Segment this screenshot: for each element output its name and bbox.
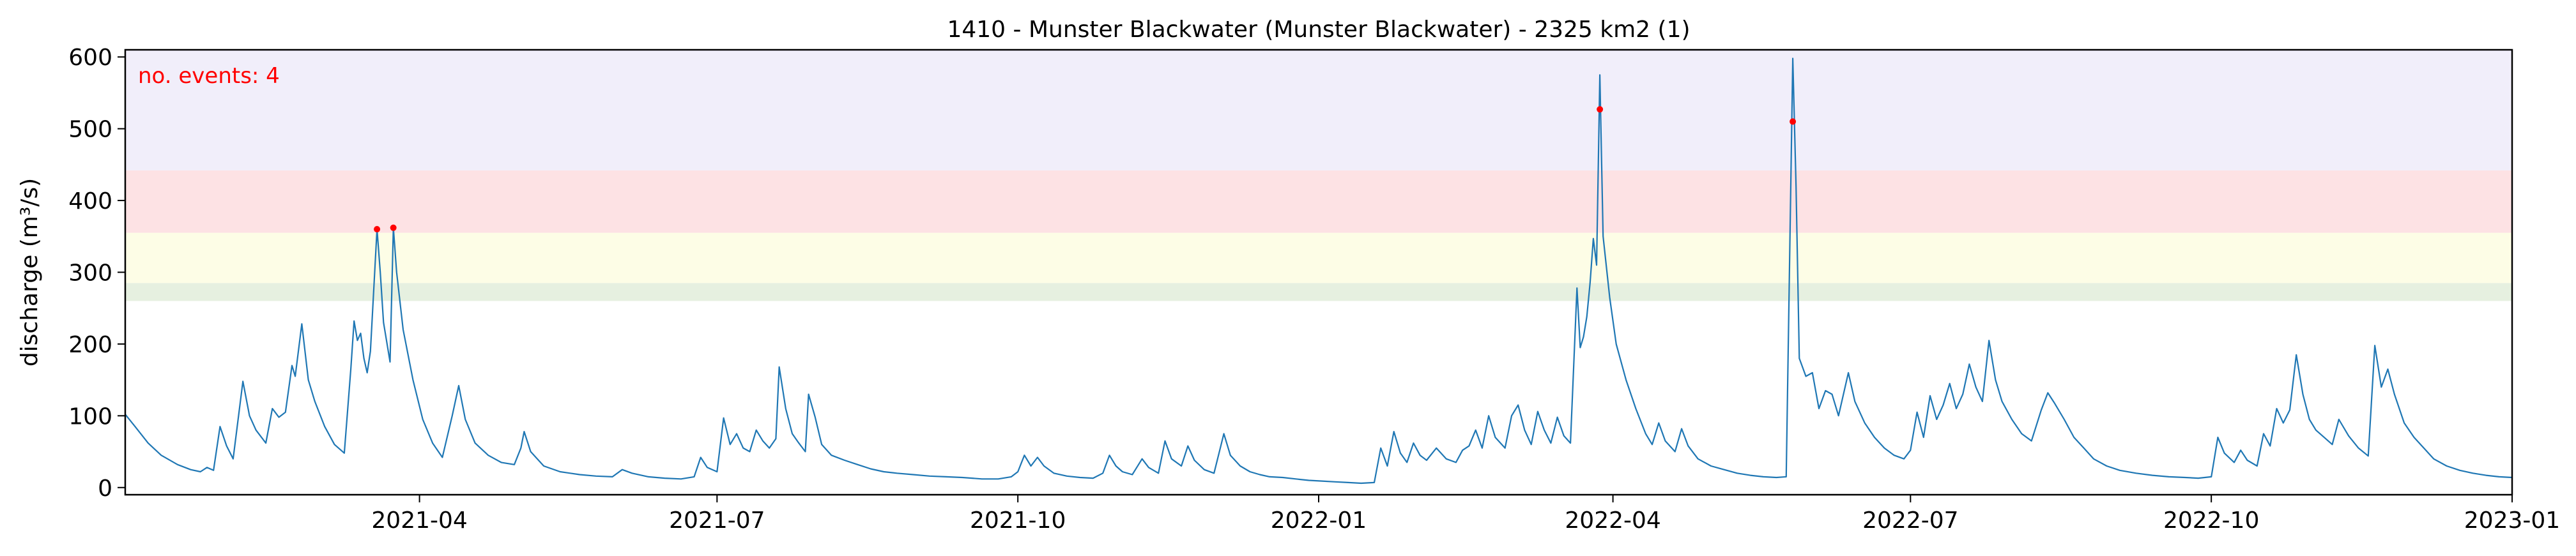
y-tick-label: 100 <box>68 403 112 430</box>
y-tick-label: 200 <box>68 332 112 358</box>
x-tick-label: 2021-04 <box>371 507 467 534</box>
y-tick-label: 600 <box>68 45 112 71</box>
axis-ticks: 2021-04 2021-07 2021-10 2022-01 2022-04 2022-… <box>68 45 2560 534</box>
event-marker <box>1790 118 1797 125</box>
threshold-band-1 <box>125 232 2512 283</box>
event-count-annotation: no. events: 4 <box>138 63 280 89</box>
threshold-bands <box>125 50 2512 301</box>
x-tick-label: 2022-01 <box>1271 507 1367 534</box>
x-tick-label: 2022-04 <box>1565 507 1660 534</box>
y-tick-label: 300 <box>68 260 112 287</box>
event-marker <box>374 226 381 233</box>
y-tick-label: 500 <box>68 117 112 143</box>
y-tick-label: 0 <box>98 476 112 502</box>
x-tick-label: 2023-01 <box>2464 507 2560 534</box>
threshold-band-3 <box>125 50 2512 170</box>
x-tick-label: 2022-07 <box>1862 507 1958 534</box>
event-markers <box>374 106 1797 233</box>
event-marker <box>390 224 397 231</box>
x-tick-label: 2021-07 <box>669 507 765 534</box>
chart-title: 1410 - Munster Blackwater (Munster Black… <box>947 17 1690 43</box>
x-tick-label: 2022-10 <box>2163 507 2259 534</box>
x-tick-label: 2021-10 <box>970 507 1066 534</box>
threshold-band-2 <box>125 170 2512 233</box>
y-axis-label: discharge (m³/s) <box>17 178 43 366</box>
y-tick-label: 400 <box>68 188 112 214</box>
discharge-series-line <box>125 57 2513 485</box>
plot-frame <box>124 49 2513 496</box>
threshold-band-0 <box>125 283 2512 301</box>
event-marker <box>1597 106 1604 113</box>
